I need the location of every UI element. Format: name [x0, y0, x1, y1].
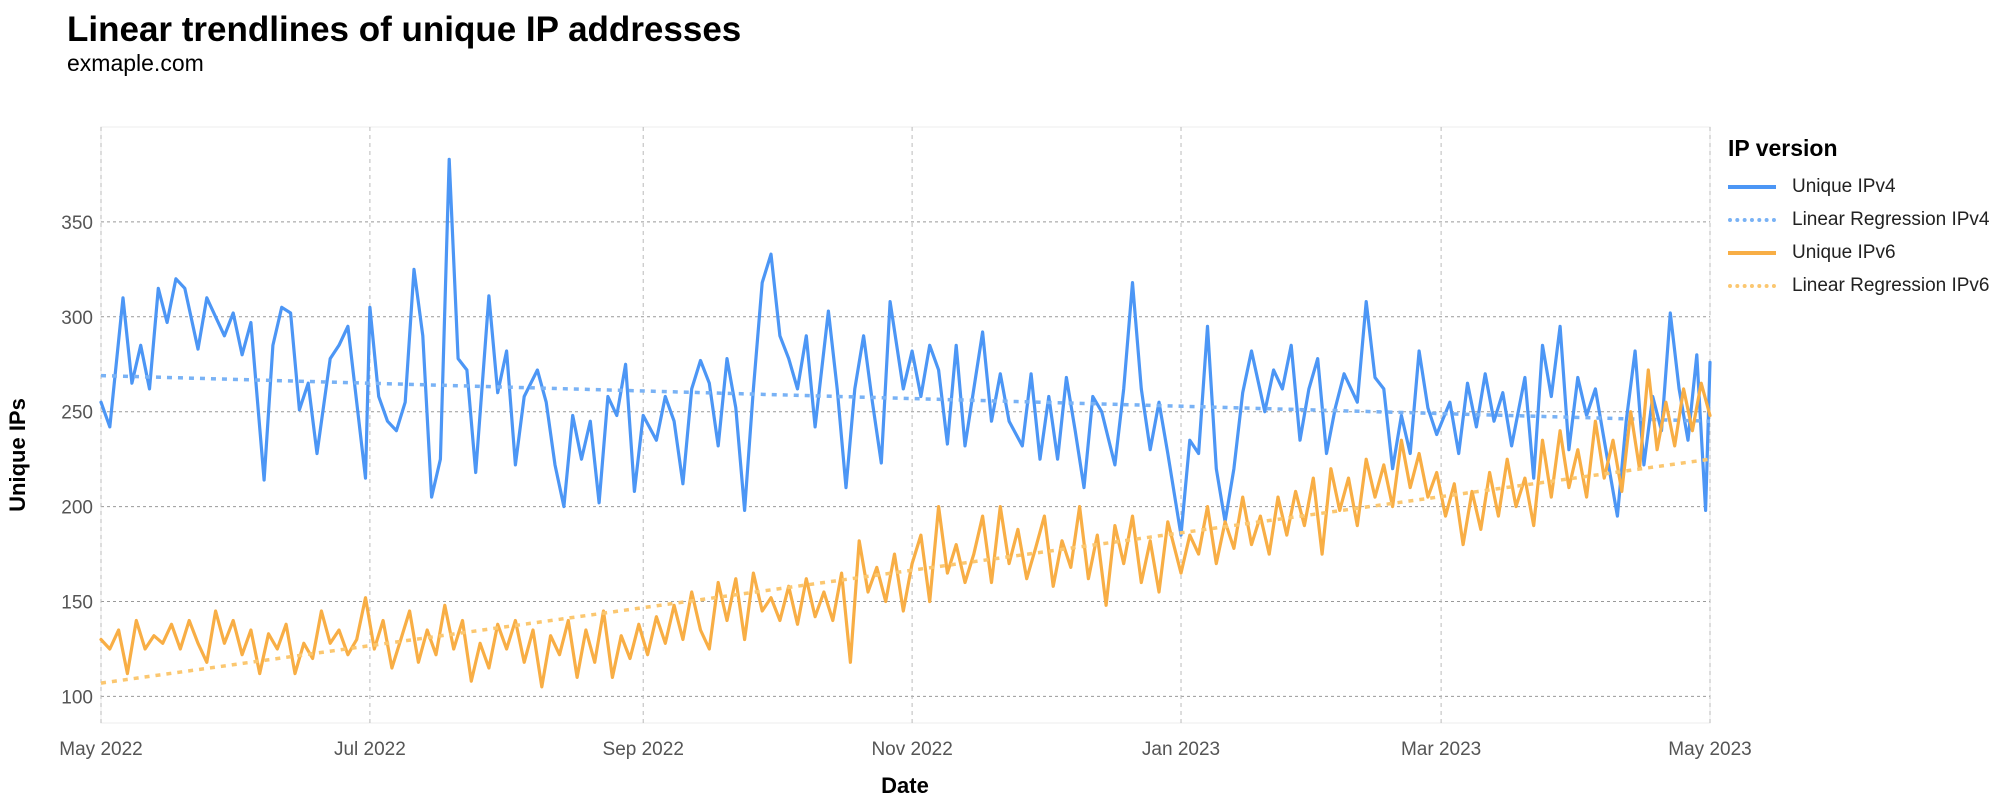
legend-item[interactable]: Linear Regression IPv4: [1728, 203, 1990, 236]
chart-subtitle: exmaple.com: [67, 50, 204, 76]
legend-item[interactable]: Unique IPv6: [1728, 236, 1990, 269]
legend-item[interactable]: Unique IPv4: [1728, 170, 1990, 203]
chart-title: Linear trendlines of unique IP addresses: [67, 10, 742, 49]
grid-lines: [100, 126, 1711, 724]
x-tick-label: May 2023: [1668, 739, 1751, 760]
plot-frame: [100, 126, 1711, 724]
legend: IP version Unique IPv4 Linear Regression…: [1728, 135, 1990, 302]
y-axis-title: Unique IPs: [5, 398, 30, 512]
y-tick-label: 150: [61, 593, 93, 614]
x-tick-label: Nov 2022: [871, 739, 952, 760]
legend-item[interactable]: Linear Regression IPv6: [1728, 269, 1990, 302]
legend-label: Linear Regression IPv6: [1792, 274, 1990, 296]
series-line-unique-ipv4: [99, 157, 1712, 537]
legend-title: IP version: [1728, 135, 1838, 161]
x-tick-label: Jul 2022: [334, 739, 406, 760]
x-axis-title: Date: [881, 773, 929, 798]
legend-label: Linear Regression IPv4: [1792, 208, 1990, 230]
y-tick-label: 250: [61, 403, 93, 424]
series-lines: [99, 157, 1712, 689]
series-line-linear-regression-ipv6: [100, 457, 1711, 685]
x-tick-label: Mar 2023: [1401, 739, 1481, 760]
legend-swatch-ipv4-regression: [1728, 217, 1776, 222]
x-tick-label: Sep 2022: [603, 739, 684, 760]
axis-ticks: 100 150 200 250 300 350 May 2022 Jul 2022 Sep 20…: [59, 213, 1751, 760]
legend-label: Unique IPv4: [1792, 175, 1896, 197]
legend-label: Unique IPv6: [1792, 241, 1896, 263]
y-tick-label: 350: [61, 213, 93, 234]
y-tick-label: 100: [61, 687, 93, 708]
legend-swatch-ipv4: [1728, 184, 1776, 189]
series-line-linear-regression-ipv4: [100, 373, 1711, 423]
series-line-unique-ipv6: [99, 368, 1712, 689]
y-tick-label: 300: [61, 308, 93, 329]
x-tick-label: Jan 2023: [1142, 739, 1220, 760]
legend-swatch-ipv6: [1728, 250, 1776, 255]
x-tick-label: May 2022: [59, 739, 142, 760]
legend-swatch-ipv6-regression: [1728, 283, 1776, 288]
y-tick-label: 200: [61, 498, 93, 519]
